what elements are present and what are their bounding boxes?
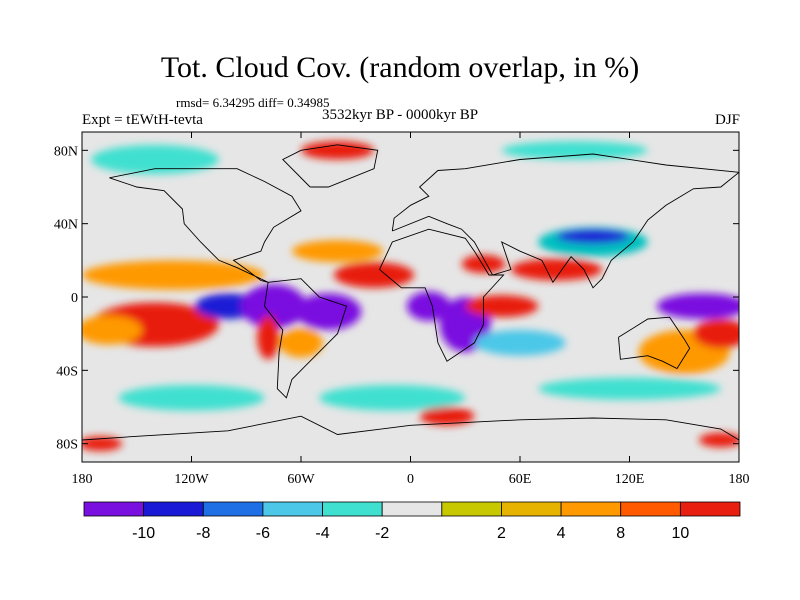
colorbar-box: [262, 501, 323, 517]
colorbar-label: -8: [196, 525, 210, 542]
colorbar-label: -6: [256, 525, 270, 542]
anomaly-patch: [118, 385, 265, 411]
y-tick-label: 0: [71, 291, 78, 306]
coastline-north-america: [109, 168, 302, 283]
y-tick-label: 80S: [56, 438, 78, 453]
anomaly-patch: [91, 144, 219, 175]
coastline-south-america: [264, 278, 348, 399]
anomaly-patch: [82, 315, 143, 345]
anomaly-patch: [556, 229, 630, 244]
anomaly-patch: [693, 319, 739, 349]
season-label: DJF: [714, 112, 740, 128]
stats-subtitle: rmsd= 6.34295 diff= 0.34985: [176, 95, 330, 110]
colorbar-label: 8: [616, 525, 625, 542]
anomaly-patch: [301, 141, 374, 160]
colorbar-box: [143, 501, 204, 517]
coastline-antarctica: [82, 415, 739, 441]
x-tick-label: 180: [72, 472, 93, 487]
period-label: 3532kyr BP - 0000kyr BP: [322, 107, 479, 123]
experiment-label: Expt = tEWtH-tevta: [82, 112, 203, 128]
colorbar-label: -10: [132, 525, 155, 542]
map-background: [82, 132, 739, 462]
colorbar-label: -2: [375, 525, 389, 542]
anomaly-patch: [319, 385, 466, 411]
coastline-africa: [379, 228, 505, 362]
x-tick-label: 120W: [174, 472, 209, 487]
anomaly-patch: [465, 295, 539, 318]
colorbar-box: [679, 501, 741, 517]
anomaly-patch: [461, 254, 506, 274]
x-tick-label: 0: [407, 472, 414, 487]
colorbar-box: [620, 501, 681, 517]
anomaly-patch: [538, 377, 721, 400]
anomaly-patch: [333, 262, 415, 288]
anomaly-patch: [406, 291, 451, 321]
colorbar-box: [441, 501, 502, 517]
colorbar-label: 4: [557, 525, 566, 542]
coastline-greenland: [282, 144, 379, 188]
y-tick-label: 40N: [54, 218, 78, 233]
x-tick-label: 60W: [287, 472, 315, 487]
anomaly-patch: [501, 141, 648, 160]
colorbar-label: 2: [497, 525, 506, 542]
colorbar-box: [322, 501, 383, 517]
anomaly-patch: [82, 436, 123, 451]
anomaly-patch: [698, 432, 739, 448]
anomaly-patch: [295, 293, 362, 330]
chart-title: Tot. Cloud Cov. (random overlap, in %): [160, 51, 640, 84]
y-tick-label: 80N: [54, 144, 78, 159]
colorbar-box: [381, 501, 443, 517]
anomaly-patch: [656, 293, 739, 319]
anomaly-patch: [279, 328, 323, 358]
y-tick-label: 40S: [56, 364, 78, 379]
coastline-australia: [618, 316, 691, 370]
x-tick-label: 120E: [615, 472, 645, 487]
colorbar-box: [501, 501, 562, 517]
anomaly-patch: [240, 284, 307, 329]
colorbar-label: 10: [671, 525, 689, 542]
anomaly-patch: [474, 330, 566, 356]
x-tick-label: 180: [729, 472, 750, 487]
colorbar-box: [560, 501, 622, 517]
anomaly-patch: [291, 240, 384, 263]
anomaly-patch: [257, 315, 280, 360]
colorbar-box: [83, 501, 145, 517]
anomaly-patch: [82, 260, 265, 290]
colorbar-label: -4: [315, 525, 329, 542]
coastline-eurasia: [391, 153, 739, 289]
anomaly-patch: [419, 407, 475, 426]
anomaly-patch: [510, 258, 603, 281]
colorbar-box: [202, 501, 264, 517]
x-tick-label: 60E: [509, 472, 532, 487]
